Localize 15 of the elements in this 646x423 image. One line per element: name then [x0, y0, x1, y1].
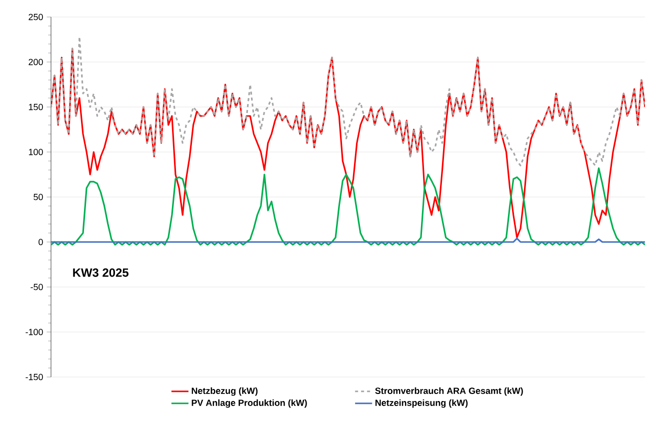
y-tick-label: -150 [26, 374, 43, 380]
y-tick-label: 50 [34, 194, 43, 200]
legend-label: Netzbezug (kW) [192, 387, 258, 396]
legend-label: Stromverbrauch ARA Gesamt (kW) [375, 387, 523, 396]
legend-label: PV Anlage Produktion (kW) [192, 399, 307, 408]
legend-label: Netzeinspeisung (kW) [375, 399, 468, 408]
y-tick-label: 100 [28, 148, 43, 156]
y-tick-label: 0 [38, 238, 43, 246]
annotation: KW3 2025 [73, 268, 128, 277]
y-tick-label: 200 [28, 58, 43, 66]
y-tick-label: 250 [28, 14, 43, 20]
y-tick-label: -100 [26, 328, 43, 336]
line-series [51, 36, 646, 166]
y-tick-label: -50 [30, 284, 43, 290]
y-tick-label: 150 [28, 104, 43, 110]
